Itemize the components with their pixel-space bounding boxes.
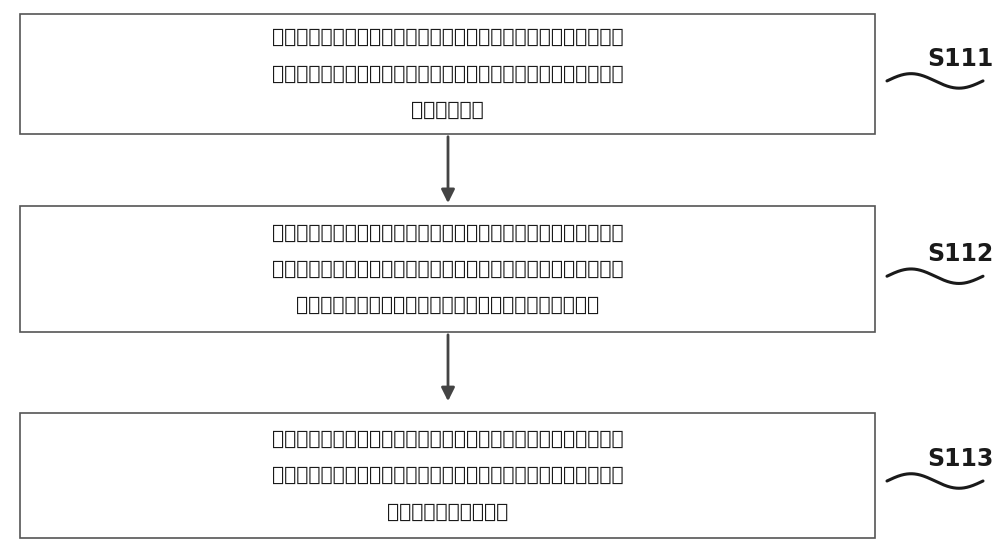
Text: 角、俯仰角和滚转角对芯片级原子钟、微惯性测量组合和卫星导航: 角、俯仰角和滚转角对芯片级原子钟、微惯性测量组合和卫星导航 — [272, 466, 623, 485]
Text: S113: S113 — [927, 446, 993, 471]
Text: 控制卫星导航系统启动工作并进行卫星导航定位，得到卫星导航系: 控制卫星导航系统启动工作并进行卫星导航定位，得到卫星导航系 — [272, 223, 623, 243]
FancyBboxPatch shape — [20, 413, 875, 538]
Text: 通过所述卫星导航系统进行定位计算以获取接收机钟差恢复出卫星: 通过所述卫星导航系统进行定位计算以获取接收机钟差恢复出卫星 — [272, 28, 623, 47]
FancyBboxPatch shape — [20, 206, 875, 332]
FancyBboxPatch shape — [20, 14, 875, 134]
Text: 时间初始对准: 时间初始对准 — [411, 100, 484, 120]
Text: 系统进行姿态初始对准: 系统进行姿态初始对准 — [387, 502, 508, 522]
Text: 级原子钟、微惯性测量组合和卫星导航系统耦合初始位置: 级原子钟、微惯性测量组合和卫星导航系统耦合初始位置 — [296, 296, 599, 315]
Text: 导航系统时，并根据所述卫星导航系统时对所述芯片级原子钟进行: 导航系统时，并根据所述卫星导航系统时对所述芯片级原子钟进行 — [272, 64, 623, 84]
Text: 统接收机的经度、纬度和高程，并将经度、纬度和高程赋值给芯片: 统接收机的经度、纬度和高程，并将经度、纬度和高程赋值给芯片 — [272, 259, 623, 279]
Text: 通过微惯性测量组合测量俯仰角和滚转角，并根据预先输入的偏航: 通过微惯性测量组合测量俯仰角和滚转角，并根据预先输入的偏航 — [272, 430, 623, 449]
Text: S112: S112 — [927, 242, 993, 266]
Text: S111: S111 — [927, 46, 993, 71]
